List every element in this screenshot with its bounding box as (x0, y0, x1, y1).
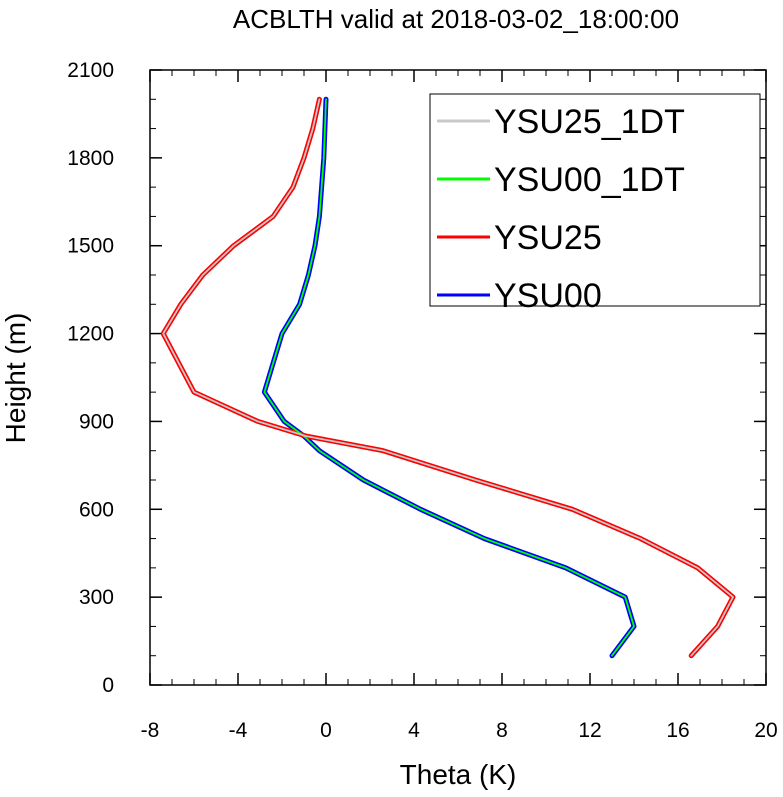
y-axis-label: Height (m) (0, 313, 31, 444)
y-tick-label: 900 (79, 410, 114, 433)
y-tick-label: 0 (102, 674, 114, 697)
y-tick-label: 2100 (67, 59, 114, 82)
tick-labels: -8 -4 0 4 8 12 16 20 0 300 600 900 1200 1500 1800 2100 (67, 59, 777, 742)
y-tick-label: 600 (79, 498, 114, 521)
legend-label-ysu00-1dt: YSU00_1DT (494, 161, 685, 199)
x-axis-label: Theta (K) (400, 759, 517, 790)
y-tick-label: 1200 (67, 323, 114, 346)
x-tick-label: 16 (666, 719, 689, 742)
series-line-ysu00-1dt (263, 98, 635, 657)
x-tick-label: -8 (141, 719, 160, 742)
y-tick-label: 1800 (67, 147, 114, 170)
legend-label-ysu25-1dt: YSU25_1DT (494, 103, 685, 141)
x-tick-label: 0 (320, 719, 332, 742)
x-tick-label: -4 (229, 719, 248, 742)
x-tick-label: 12 (578, 719, 601, 742)
y-tick-label: 1500 (67, 235, 114, 258)
series-layer (160, 96, 736, 659)
y-tick-label: 300 (79, 586, 114, 609)
legend: YSU25_1DT YSU00_1DT YSU25 YSU00 (429, 93, 761, 315)
legend-label-ysu25: YSU25 (494, 219, 602, 257)
legend-label-ysu00: YSU00 (494, 277, 602, 315)
x-tick-label: 8 (496, 719, 508, 742)
chart-title: ACBLTH valid at 2018-03-02_18:00:00 (233, 4, 679, 34)
x-tick-label: 4 (408, 719, 420, 742)
series-line-ysu25-1dt (162, 98, 734, 657)
plot-frame (149, 69, 767, 686)
x-tick-label: 20 (754, 719, 777, 742)
legend-box (429, 93, 761, 307)
